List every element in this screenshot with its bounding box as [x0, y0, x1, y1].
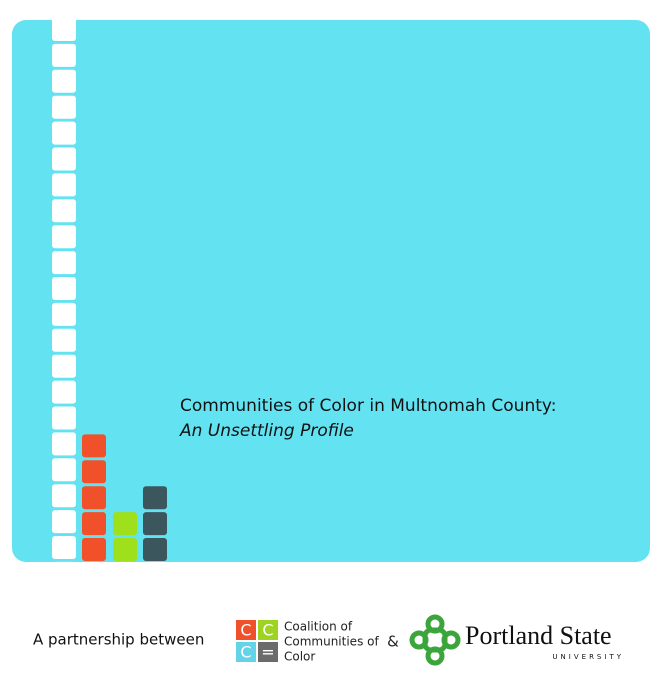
- cover-subtitle: An Unsettling Profile: [179, 421, 354, 441]
- block: [113, 512, 137, 536]
- ampersand: &: [387, 633, 399, 651]
- logo-square: [236, 620, 256, 640]
- block: [52, 251, 76, 275]
- block: [82, 434, 106, 458]
- block: [52, 484, 76, 508]
- block: [52, 328, 76, 352]
- block: [52, 380, 76, 404]
- block: [52, 225, 76, 249]
- psu-logo: [409, 614, 461, 666]
- block: [52, 302, 76, 326]
- block: [52, 18, 76, 41]
- block: [52, 173, 76, 197]
- block: [82, 538, 106, 561]
- cover-panel: [12, 20, 650, 562]
- block: [143, 538, 167, 561]
- coalition-name: Color: [284, 650, 315, 664]
- coalition-name: Communities of: [284, 635, 379, 649]
- block: [52, 354, 76, 378]
- block: [52, 147, 76, 171]
- block: [52, 121, 76, 145]
- logo-square: [258, 642, 278, 662]
- block: [82, 512, 106, 536]
- block: [52, 432, 76, 456]
- block: [52, 458, 76, 482]
- block: [143, 486, 167, 510]
- block: [52, 277, 76, 300]
- coalition-name: Coalition of: [284, 620, 353, 634]
- block: [82, 486, 106, 510]
- partnership-text: A partnership between: [33, 631, 204, 649]
- block: [143, 512, 167, 536]
- block: [52, 95, 76, 119]
- university-name: Portland State: [465, 621, 612, 650]
- logo-square: [236, 642, 256, 662]
- logo-letter: =: [261, 643, 274, 662]
- coalition-logo: C C C =: [236, 620, 278, 662]
- block: [52, 536, 76, 559]
- block: [52, 69, 76, 93]
- logo-square: [258, 620, 278, 640]
- logo-letter: C: [240, 643, 251, 662]
- block: [52, 510, 76, 534]
- block: [52, 406, 76, 430]
- cover-title: Communities of Color in Multnomah County…: [180, 396, 556, 416]
- block: [52, 199, 76, 223]
- block: [113, 538, 137, 561]
- logo-letter: C: [240, 621, 251, 640]
- block: [82, 460, 106, 484]
- block: [52, 561, 76, 585]
- block: [52, 43, 76, 67]
- block-decoration: [52, 18, 167, 585]
- university-sub: UNIVERSITY: [552, 653, 624, 661]
- logo-letter: C: [262, 621, 273, 640]
